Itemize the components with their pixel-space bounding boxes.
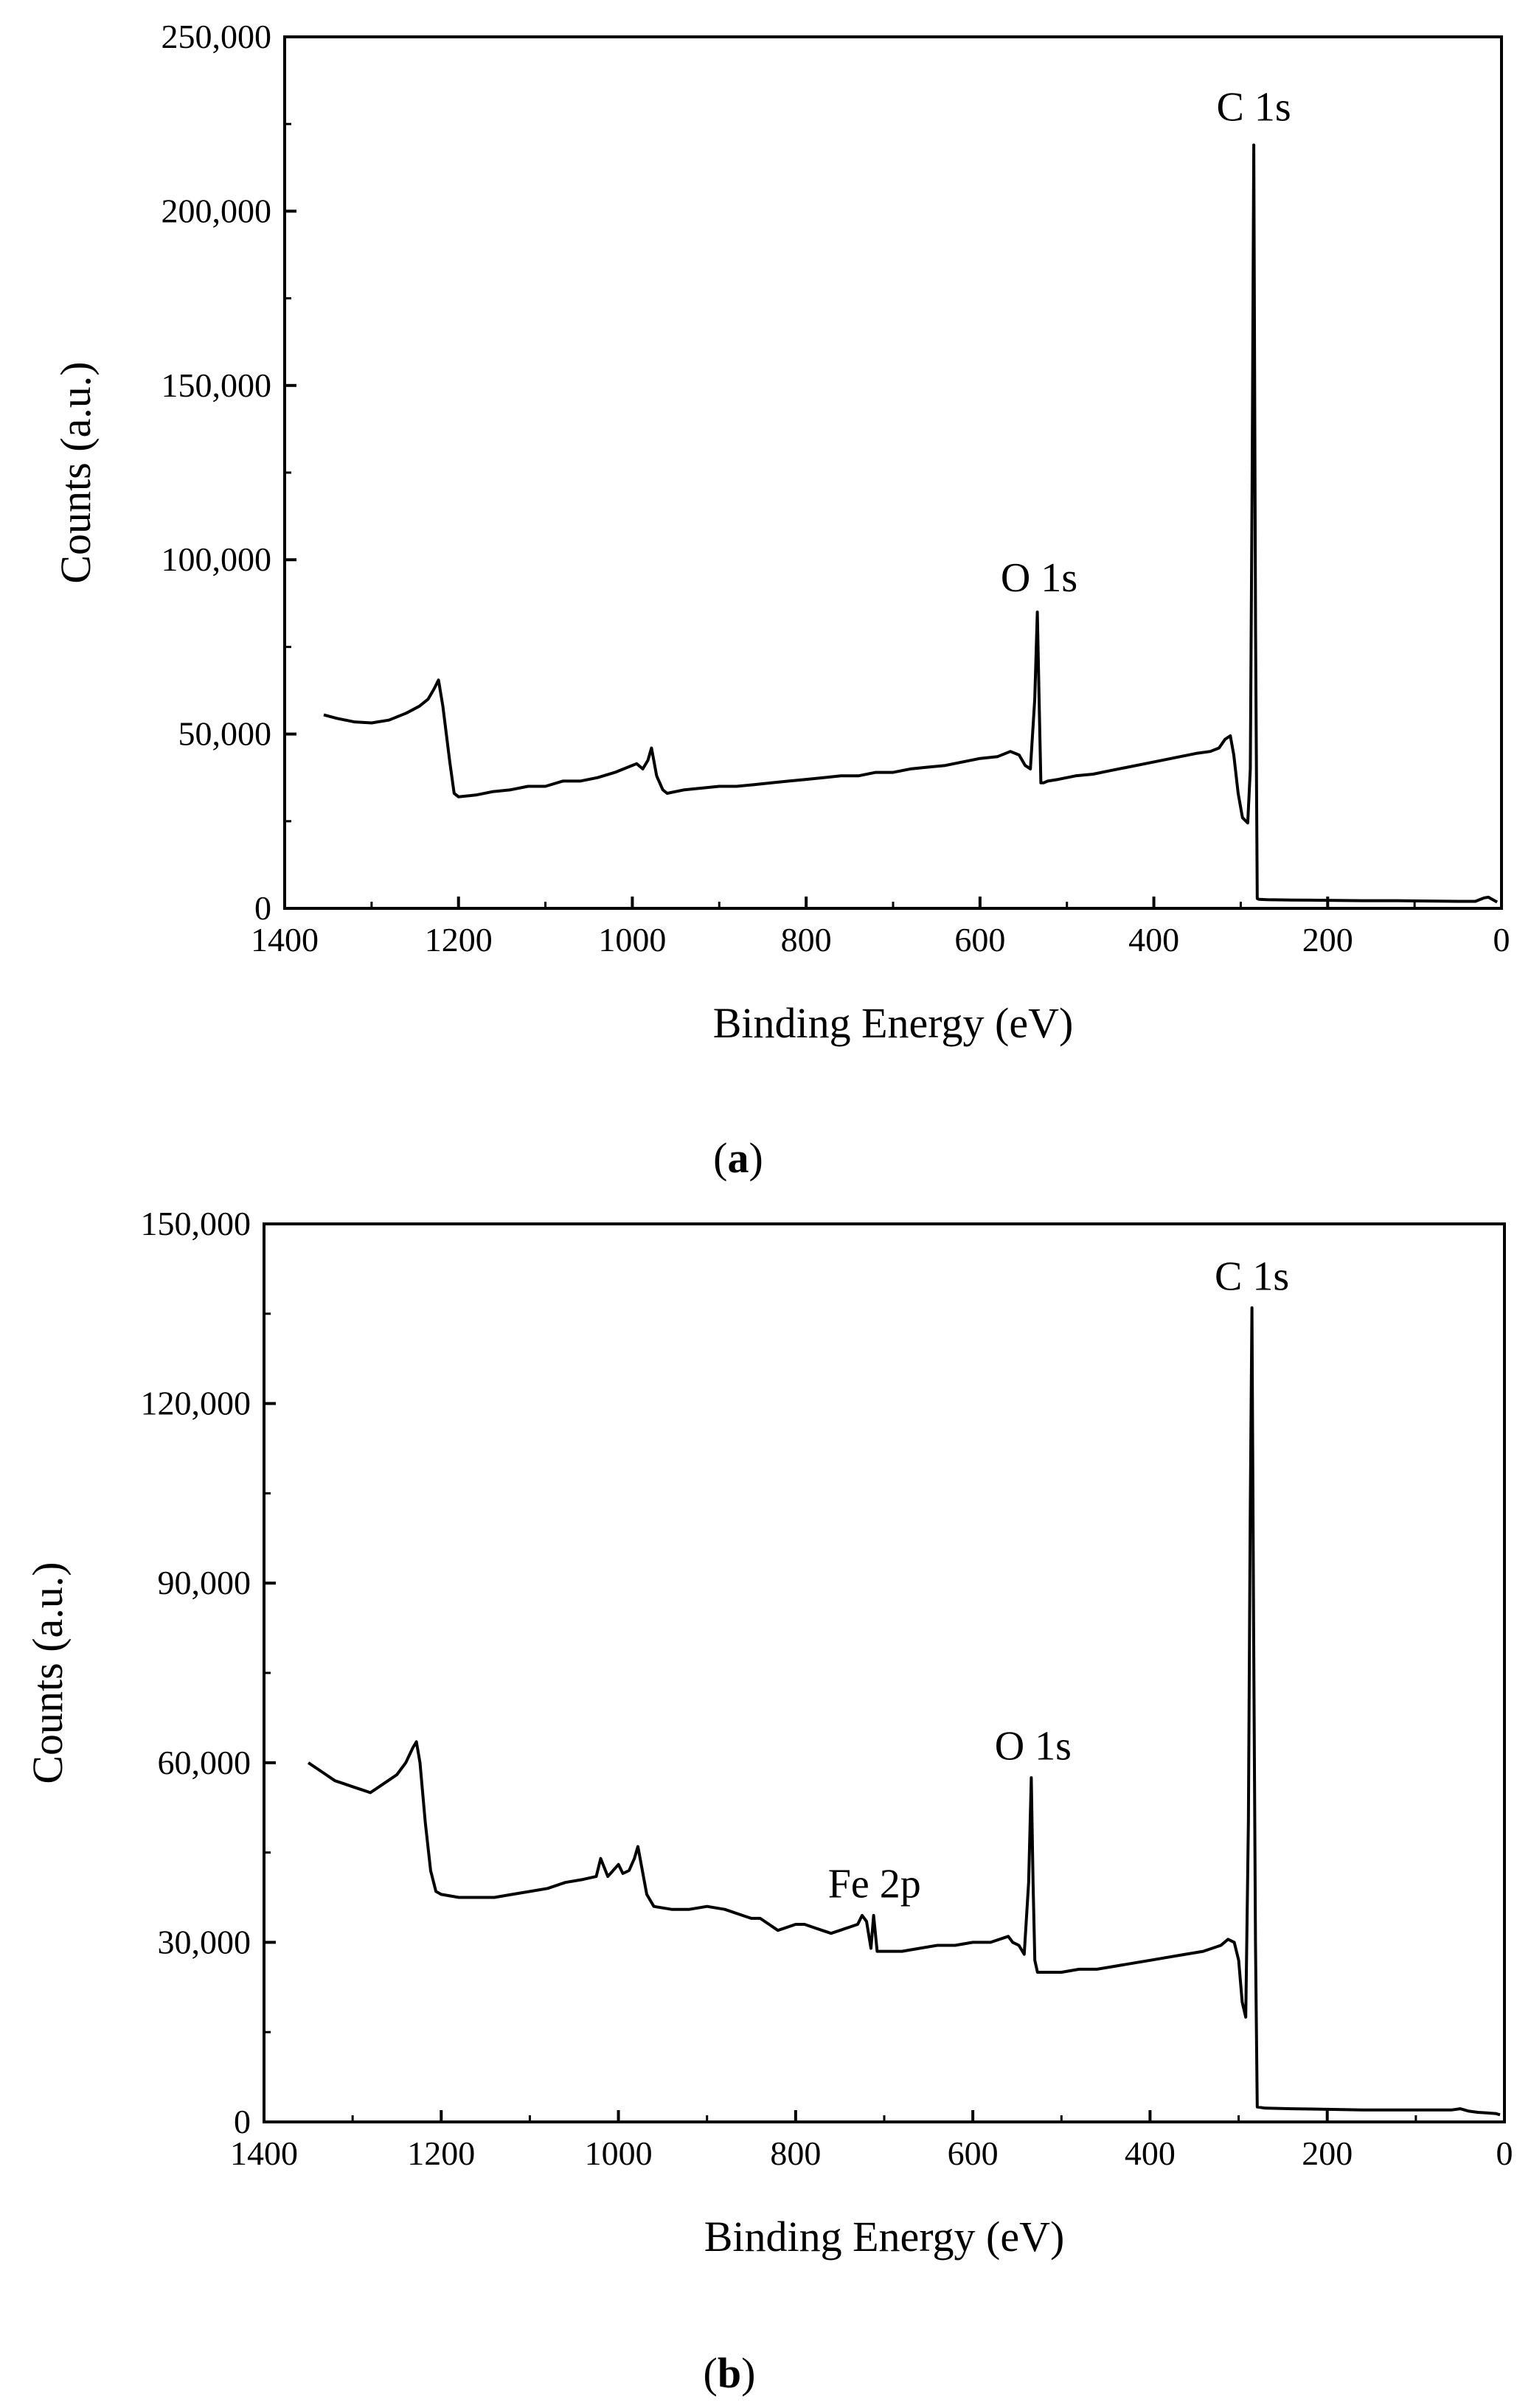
y-axis-ticks-b: 0 30,000 60,000 90,000 120,000 150,000 <box>141 1205 276 2140</box>
y-tick-label: 150,000 <box>162 366 272 404</box>
y-tick-label: 150,000 <box>141 1205 251 1242</box>
y-tick-label: 0 <box>234 2103 251 2140</box>
y-tick-label: 90,000 <box>158 1564 251 1601</box>
peak-annotations-b: C 1s O 1s Fe 2p <box>828 1253 1289 1907</box>
y-axis-title-a: Counts (a.u.) <box>52 361 100 583</box>
y-tick-label: 200,000 <box>162 192 272 229</box>
x-axis-ticks-a: 1400 1200 1000 800 600 400 200 0 <box>251 897 1510 958</box>
peak-label: O 1s <box>995 1724 1072 1770</box>
x-tick-label: 0 <box>1496 2134 1513 2172</box>
x-tick-label: 1200 <box>425 921 493 958</box>
peak-label: O 1s <box>1001 555 1077 601</box>
y-tick-label: 100,000 <box>162 540 272 578</box>
x-tick-label: 600 <box>954 921 1005 958</box>
x-axis-ticks-b: 1400 1200 1000 800 600 400 200 0 <box>230 2110 1513 2172</box>
peak-label: Fe 2p <box>828 1862 921 1907</box>
x-axis-title-a: Binding Energy (eV) <box>713 999 1074 1047</box>
x-tick-label: 1400 <box>230 2134 298 2172</box>
plot-area-frame-a <box>283 35 1503 910</box>
peak-annotations-a: C 1s O 1s <box>1001 84 1291 600</box>
x-tick-label: 400 <box>1128 921 1179 958</box>
plot-area-frame-b <box>263 1222 1506 2123</box>
chart-panel-b: 0 30,000 60,000 90,000 120,000 150,000 1400 12… <box>24 1205 1513 2397</box>
panel-label-letter-b: b <box>718 2349 741 2397</box>
x-tick-label: 200 <box>1302 921 1353 958</box>
x-tick-label: 1200 <box>407 2134 475 2172</box>
x-axis-title-b: Binding Energy (eV) <box>704 2213 1065 2261</box>
y-axis-title-b: Counts (a.u.) <box>24 1562 72 1784</box>
x-tick-label: 1000 <box>585 2134 653 2172</box>
y-tick-label: 30,000 <box>158 1923 251 1960</box>
spectrum-line-a <box>323 143 1499 904</box>
y-axis-ticks-a: 0 50,000 100,000 150,000 200,000 250,000 <box>162 18 296 927</box>
x-tick-label: 400 <box>1125 2134 1176 2172</box>
x-tick-label: 800 <box>770 2134 821 2172</box>
y-tick-label: 0 <box>254 889 271 927</box>
panel-label-b: (b) <box>704 2349 756 2397</box>
x-tick-label: 200 <box>1302 2134 1353 2172</box>
y-tick-label: 120,000 <box>141 1385 251 1422</box>
x-tick-label: 800 <box>781 921 832 958</box>
y-tick-label: 60,000 <box>158 1744 251 1781</box>
y-tick-label: 250,000 <box>162 18 272 55</box>
panel-label-letter-a: a <box>728 1134 749 1182</box>
x-tick-label: 0 <box>1493 921 1510 958</box>
x-tick-label: 1000 <box>598 921 666 958</box>
y-tick-label: 50,000 <box>178 715 272 753</box>
x-tick-label: 1400 <box>251 921 319 958</box>
panel-label-a: (a) <box>713 1134 763 1182</box>
x-tick-label: 600 <box>948 2134 999 2172</box>
peak-label: C 1s <box>1217 84 1291 130</box>
chart-panel-a: 0 50,000 100,000 150,000 200,000 250,000 1400… <box>52 18 1510 1182</box>
peak-label: C 1s <box>1215 1253 1289 1299</box>
spectrum-line-b <box>307 1306 1501 2117</box>
